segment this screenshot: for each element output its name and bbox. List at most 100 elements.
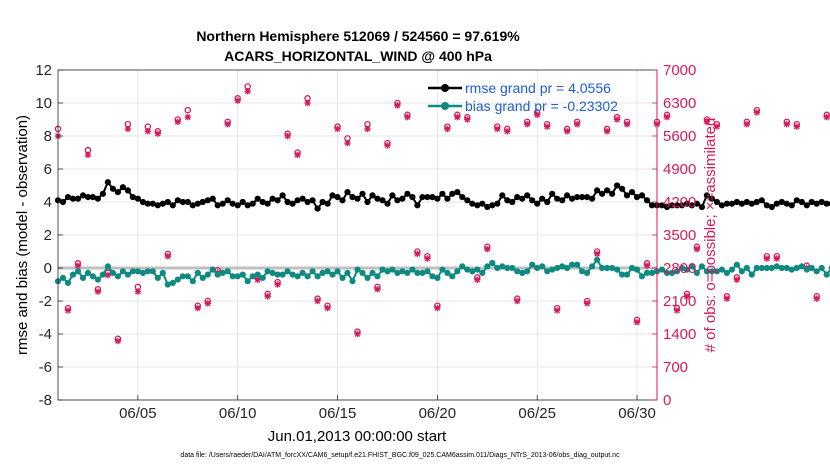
rmse-point (209, 195, 216, 202)
bias-point (154, 274, 161, 281)
obs-assimilated-point (384, 142, 391, 149)
bias-point (658, 266, 666, 273)
obs-assimilated-point (74, 262, 82, 269)
y-axis-left: -8 -6 -4 -2 0 2 4 6 8 10 12 (35, 62, 63, 409)
obs-assimilated-point (683, 293, 691, 300)
bias-point (409, 266, 416, 273)
bias-point (59, 274, 67, 281)
rmse-point (334, 194, 341, 201)
obs-assimilated-point (294, 151, 301, 159)
rmse-point (693, 200, 701, 207)
bias-point (259, 274, 266, 281)
bias-point (539, 263, 546, 270)
bias-point (239, 271, 246, 278)
bias-point (788, 266, 795, 273)
obs-assimilated-point (573, 121, 581, 128)
rmse-point (798, 198, 805, 206)
bias-point (688, 263, 696, 270)
footnote: data file: /Users/raeder/DAI/ATM_forcXX/… (180, 452, 620, 459)
obs-assimilated-point (663, 113, 671, 121)
rmse-point (284, 198, 291, 206)
bias-point (743, 264, 750, 272)
rmse-point (174, 197, 181, 204)
x-tick-label: 06/20 (419, 405, 457, 422)
bias-point (374, 273, 381, 280)
bias-point (129, 268, 136, 275)
rmse-point (803, 202, 810, 209)
obs-assimilated-point (823, 113, 830, 121)
rmse-point (574, 194, 581, 201)
rmse-point (648, 202, 656, 209)
rmse-point (419, 194, 426, 201)
bias-point (389, 266, 396, 273)
rmse-point (279, 192, 286, 199)
obs-assimilated-point (454, 113, 461, 121)
bias-point (474, 266, 481, 273)
bias-point (439, 266, 446, 273)
bias-point (384, 268, 391, 275)
rmse-point (808, 198, 815, 206)
rmse-point (678, 202, 686, 209)
y-left-tick-label: 8 (44, 128, 52, 145)
bias-point (594, 256, 601, 263)
obs-assimilated-point (304, 99, 311, 107)
bias-point (544, 268, 551, 275)
bias-point (459, 263, 466, 270)
obs-assimilated-point (224, 121, 231, 128)
obs-assimilated-point (813, 295, 820, 302)
y-right-tick-label: 2100 (663, 293, 696, 310)
x-tick-label: 06/15 (319, 405, 357, 422)
rmse-point (534, 200, 541, 207)
obs-assimilated-point (234, 97, 241, 104)
rmse-point (449, 190, 456, 197)
rmse-point (354, 195, 361, 202)
bias-point (209, 266, 216, 273)
bias-point (569, 261, 576, 268)
y-left-tick-label: 6 (44, 161, 52, 178)
legend-bias-label: bias grand pr = -0.23302 (465, 98, 618, 114)
rmse-point (289, 200, 296, 207)
rmse-point (708, 195, 716, 202)
obs-assimilated-point (344, 139, 351, 147)
rmse-point (683, 200, 691, 207)
bias-point (713, 268, 721, 275)
bias-point (728, 266, 736, 273)
obs-assimilated-point (244, 88, 251, 95)
obs-assimilated-point (264, 293, 271, 300)
rmse-point (539, 195, 546, 202)
rmse-point (404, 190, 411, 197)
rmse-point (628, 189, 636, 196)
bias-point (663, 269, 671, 276)
x-tick-label: 06/25 (518, 405, 556, 422)
obs-assimilated-point (783, 121, 790, 128)
obs-assimilated-point (623, 121, 631, 128)
rmse-point (459, 194, 466, 201)
bias-point (229, 273, 236, 280)
rmse-point (219, 200, 226, 207)
legend-bias-marker (441, 102, 449, 110)
bias-point (109, 269, 116, 276)
rmse-point (793, 197, 800, 204)
rmse-point (294, 197, 301, 204)
rmse-point (424, 194, 431, 201)
obs-assimilated-point (184, 113, 191, 121)
y-left-tick-label: -2 (39, 293, 52, 310)
rmse-point (379, 197, 386, 204)
bias-point (499, 263, 506, 270)
rmse-point (349, 194, 356, 201)
bias-point (69, 271, 77, 278)
bias-point (84, 269, 92, 276)
bias-point (174, 276, 181, 283)
rmse-point (489, 202, 496, 209)
y-left-tick-label: 12 (35, 62, 52, 79)
bias-point (494, 264, 501, 272)
rmse-point (409, 194, 416, 201)
obs-assimilated-point (154, 130, 162, 137)
bias-point (204, 271, 211, 278)
rmse-point (374, 195, 381, 202)
rmse-point (399, 195, 406, 202)
y-right-tick-label: 0 (663, 392, 671, 409)
obs-assimilated-point (84, 151, 92, 159)
chart-title-line2: ACARS_HORIZONTAL_WIND @ 400 hPa (224, 48, 492, 64)
bias-point (748, 271, 755, 278)
